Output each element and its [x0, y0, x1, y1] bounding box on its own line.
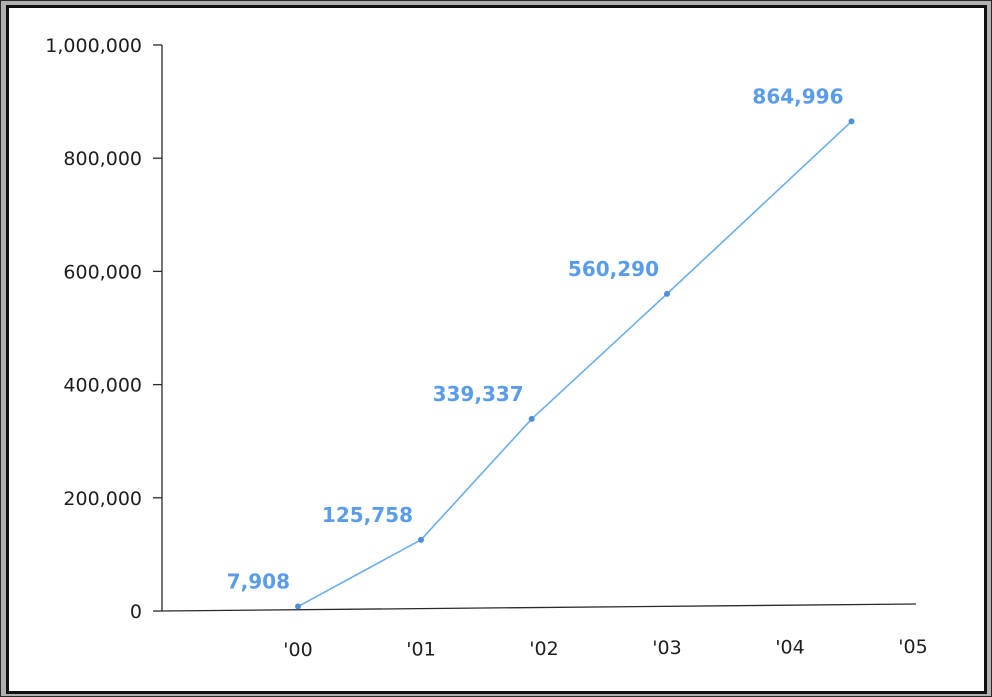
data-label: 339,337: [433, 382, 524, 406]
data-point: [295, 603, 301, 610]
data-point: [848, 118, 855, 125]
data-label: 125,758: [322, 503, 413, 527]
x-tick-label: '00: [283, 639, 312, 661]
y-tick-label: 800,000: [63, 148, 142, 170]
y-tick-label: 1,000,000: [45, 35, 142, 57]
x-tick-label: '04: [775, 637, 804, 659]
data-labels: 7,908 125,758 339,337 560,290 864,996: [227, 84, 844, 593]
y-tick-label: 600,000: [63, 261, 142, 283]
data-label: 560,290: [568, 257, 659, 281]
series-line: [297, 120, 853, 608]
y-tick-label: 0: [130, 601, 142, 623]
y-tick-label: 400,000: [63, 375, 142, 397]
line-chart: 0 200,000 400,000 600,000 800,000 1,000,000 '…: [45, 35, 928, 661]
data-point: [418, 536, 424, 543]
data-label: 7,908: [227, 570, 290, 594]
x-axis-line: [161, 603, 917, 612]
series-line-group: [295, 118, 855, 610]
y-axis: 0 200,000 400,000 600,000 800,000 1,000,000: [45, 35, 163, 623]
x-tick-label: '05: [898, 636, 927, 658]
x-tick-label: '03: [652, 637, 681, 659]
chart-paper: 0 200,000 400,000 600,000 800,000 1,000,000 '…: [6, 5, 987, 694]
data-point: [528, 415, 535, 422]
x-axis: '00 '01 '02 '03 '04 '05: [161, 603, 928, 661]
data-label: 864,996: [752, 84, 843, 108]
x-tick-label: '02: [529, 638, 558, 660]
data-point: [664, 290, 670, 297]
y-tick-label: 200,000: [63, 488, 142, 510]
x-tick-label: '01: [406, 638, 435, 660]
